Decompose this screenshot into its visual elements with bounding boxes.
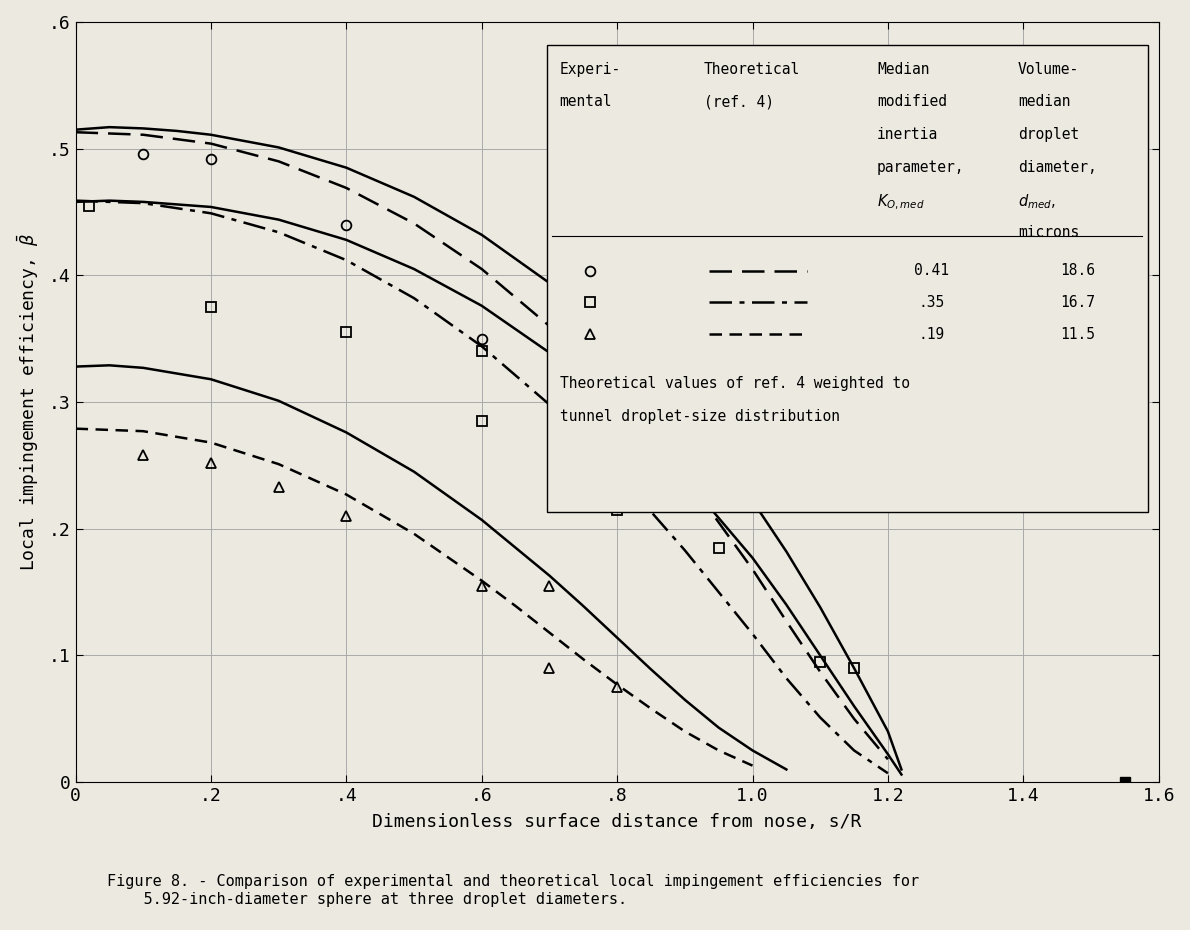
- Text: diameter,: diameter,: [1017, 160, 1097, 175]
- Y-axis label: Local impingement efficiency, $\bar{\beta}$: Local impingement efficiency, $\bar{\bet…: [15, 233, 40, 571]
- Text: Volume-: Volume-: [1017, 61, 1079, 76]
- Text: parameter,: parameter,: [877, 160, 965, 175]
- Text: Median: Median: [877, 61, 929, 76]
- Text: modified: modified: [877, 94, 947, 109]
- Text: droplet: droplet: [1017, 126, 1079, 142]
- Text: $K_{O,med}$: $K_{O,med}$: [877, 193, 925, 211]
- X-axis label: Dimensionless surface distance from nose, s/R: Dimensionless surface distance from nose…: [372, 814, 862, 831]
- Text: median: median: [1017, 94, 1070, 109]
- Text: 0.41: 0.41: [914, 263, 948, 278]
- Text: (ref. 4): (ref. 4): [703, 94, 774, 109]
- Text: .35: .35: [919, 295, 945, 310]
- Text: Theoretical: Theoretical: [703, 61, 800, 76]
- Text: inertia: inertia: [877, 126, 939, 142]
- Text: 16.7: 16.7: [1060, 295, 1095, 310]
- Text: tunnel droplet-size distribution: tunnel droplet-size distribution: [559, 409, 840, 424]
- Text: 11.5: 11.5: [1060, 327, 1095, 342]
- Text: mental: mental: [559, 94, 612, 109]
- Text: Theoretical values of ref. 4 weighted to: Theoretical values of ref. 4 weighted to: [559, 377, 909, 392]
- Text: 18.6: 18.6: [1060, 263, 1095, 278]
- Text: .19: .19: [919, 327, 945, 342]
- Text: microns: microns: [1017, 225, 1079, 240]
- Text: $d_{med}$,: $d_{med}$,: [1017, 193, 1056, 211]
- Text: Figure 8. - Comparison of experimental and theoretical local impingement efficie: Figure 8. - Comparison of experimental a…: [107, 874, 919, 907]
- Text: Experi-: Experi-: [559, 61, 621, 76]
- Bar: [546, 45, 1148, 512]
